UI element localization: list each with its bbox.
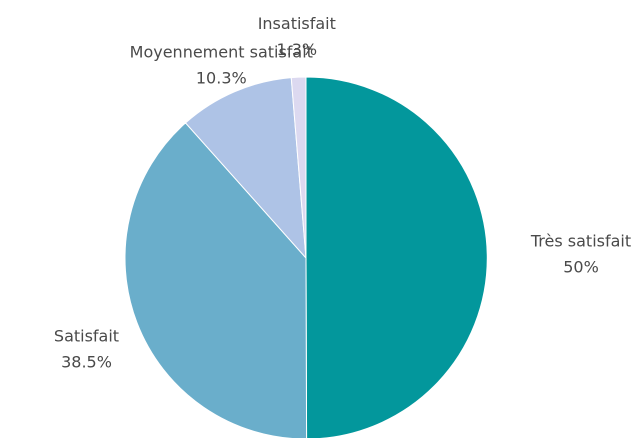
pie-labels: Très satisfait 50% Satisfait 38.5% Moyenneme… — [54, 14, 631, 372]
pie-label-category: Très satisfait — [530, 232, 631, 251]
pie-slice-tres-satisfait — [305, 76, 488, 438]
pie-label-value: 50% — [563, 258, 599, 277]
pie-label-value: 10.3% — [196, 68, 247, 87]
pie-label-category: Insatisfait — [258, 14, 336, 33]
pie-slice-insatisfait — [290, 76, 307, 259]
pie-label-category: Satisfait — [54, 327, 119, 346]
pie-label-value: 38.5% — [61, 353, 112, 372]
pie-label-category: Moyennement satisfait — [130, 42, 313, 61]
pie-slice-moyennement-satisfait — [184, 77, 307, 260]
pie-slices — [124, 76, 488, 438]
pie-slice-satisfait — [124, 122, 308, 438]
pie-label-value: 1.3% — [276, 40, 317, 59]
